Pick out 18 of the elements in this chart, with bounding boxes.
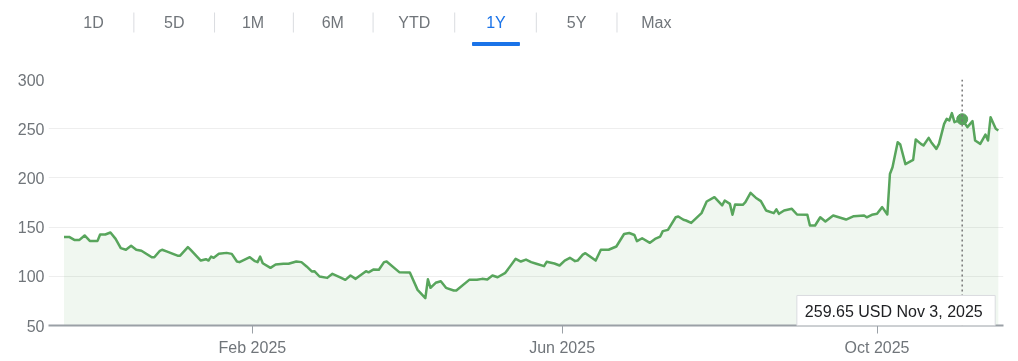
x-tick-label: Jun 2025 xyxy=(529,338,596,356)
x-tick-label: Feb 2025 xyxy=(218,338,287,356)
text: 5D xyxy=(163,14,185,31)
y-tick-label: 50 xyxy=(26,317,45,335)
y-tick-label: 250 xyxy=(17,120,45,138)
text: 1M xyxy=(241,14,265,31)
y-tick-label: 100 xyxy=(17,268,45,286)
text: 6M xyxy=(321,14,344,31)
annotation: 259.65 USD Nov 3, 2025 xyxy=(804,303,983,321)
x-tick-label: Oct 2025 xyxy=(844,338,910,356)
text: 1Y xyxy=(486,14,507,31)
text: Max xyxy=(641,14,672,31)
y-tick-label: 200 xyxy=(17,169,45,187)
y-tick-label: 150 xyxy=(17,219,45,237)
text: YTD xyxy=(398,14,431,31)
y-tick-label: 300 xyxy=(17,71,45,89)
text: 1D xyxy=(83,14,104,31)
text: 5Y xyxy=(566,14,587,31)
